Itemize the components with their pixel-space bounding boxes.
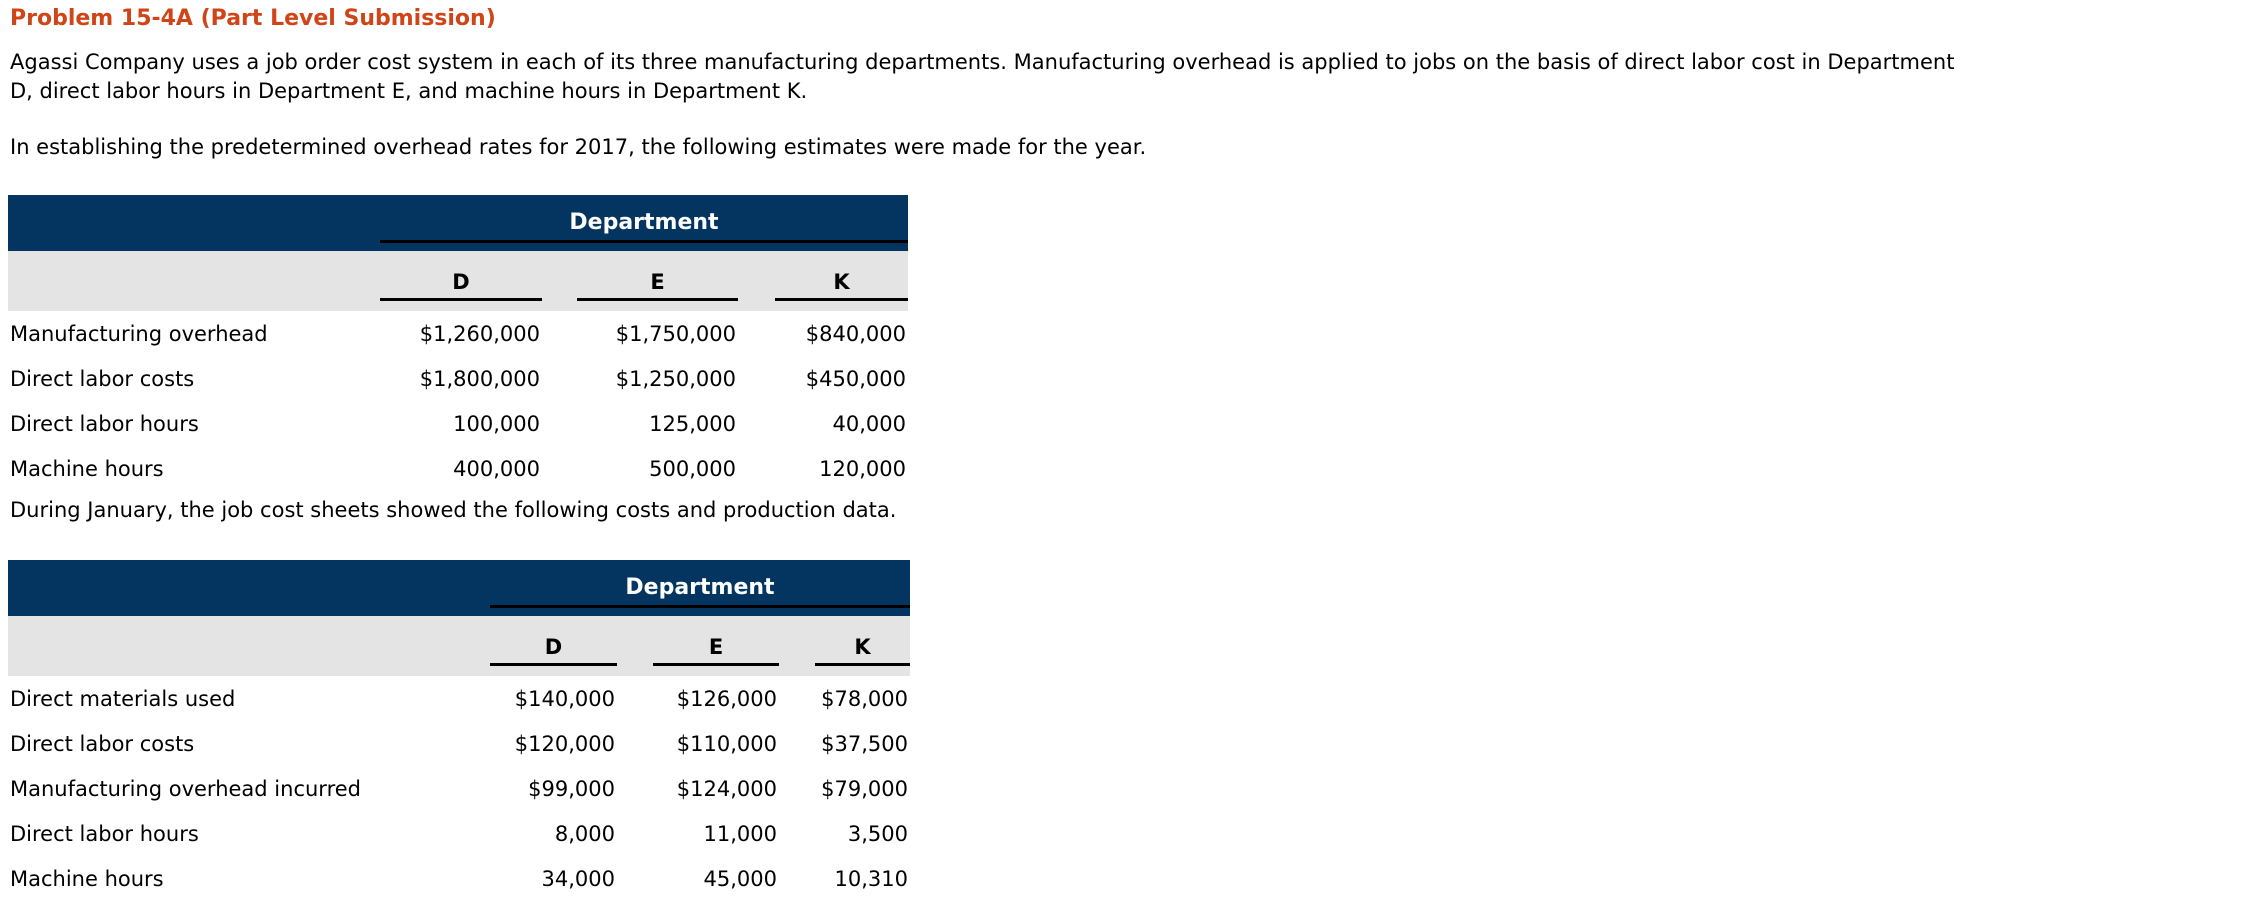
cell-value: 100,000 [380,401,542,446]
column-header-k: K [815,616,910,676]
row-label: Direct labor hours [8,401,380,446]
cell-value: $37,500 [815,721,910,766]
cell-value: 8,000 [490,811,617,856]
column-header-row: D E K [8,251,908,311]
column-header-spacer [8,616,490,676]
column-gap [779,676,815,721]
column-gap [738,401,775,446]
column-gap [617,766,653,811]
column-gap [542,251,577,311]
column-gap [617,676,653,721]
department-group-label: Department [380,210,908,243]
cell-value: 40,000 [775,401,908,446]
department-group-header: Department [380,195,908,251]
cell-value: 120,000 [775,446,908,491]
column-gap [542,356,577,401]
cell-value: $99,000 [490,766,617,811]
table-row: Machine hours 34,000 45,000 10,310 [8,856,910,901]
cell-value: $124,000 [653,766,779,811]
page-title: Problem 15-4A (Part Level Submission) [10,6,496,31]
column-gap [617,616,653,676]
row-label: Machine hours [8,446,380,491]
cell-value: $140,000 [490,676,617,721]
column-header-spacer [8,251,380,311]
column-gap [738,446,775,491]
cell-value: 400,000 [380,446,542,491]
row-label: Machine hours [8,856,490,901]
column-gap [779,616,815,676]
cell-value: 34,000 [490,856,617,901]
january-intro-paragraph: During January, the job cost sheets show… [10,498,897,522]
intro-paragraph: Agassi Company uses a job order cost sys… [10,48,1954,106]
group-header-spacer [8,195,380,251]
cell-value: $1,800,000 [380,356,542,401]
table-row: Manufacturing overhead incurred $99,000 $1… [8,766,910,811]
cell-value: 3,500 [815,811,910,856]
cell-value: 45,000 [653,856,779,901]
cell-value: $120,000 [490,721,617,766]
column-gap [738,251,775,311]
column-gap [617,856,653,901]
group-header-row: Department [8,195,908,251]
row-label: Direct labor hours [8,811,490,856]
intro-line-1: Agassi Company uses a job order cost sys… [10,50,1955,74]
row-label: Manufacturing overhead [8,311,380,356]
cell-value: $450,000 [775,356,908,401]
column-gap [779,766,815,811]
cell-value: 11,000 [653,811,779,856]
cell-value: $1,750,000 [577,311,738,356]
table-row: Direct labor hours 8,000 11,000 3,500 [8,811,910,856]
column-gap [542,311,577,356]
cell-value: $78,000 [815,676,910,721]
cell-value: 10,310 [815,856,910,901]
column-gap [617,811,653,856]
column-header-row: D E K [8,616,910,676]
column-gap [779,856,815,901]
cell-value: 125,000 [577,401,738,446]
table-row: Direct materials used $140,000 $126,000 $78… [8,676,910,721]
estimates-intro-paragraph: In establishing the predetermined overhe… [10,135,1147,159]
table-row: Manufacturing overhead $1,260,000 $1,750,0… [8,311,908,356]
cell-value: $110,000 [653,721,779,766]
department-group-header: Department [490,560,910,616]
estimates-table: Department D E K Manufacturing overhead $… [8,195,908,491]
january-cost-table: Department D E K Direct materials used $1… [8,560,910,901]
table-row: Direct labor costs $120,000 $110,000 $37,50… [8,721,910,766]
intro-line-2: D, direct labor hours in Department E, a… [10,79,808,103]
column-gap [779,721,815,766]
column-header-e: E [577,251,738,311]
cell-value: $1,250,000 [577,356,738,401]
group-header-spacer [8,560,490,616]
cell-value: 500,000 [577,446,738,491]
column-gap [542,401,577,446]
column-gap [779,811,815,856]
cell-value: $840,000 [775,311,908,356]
column-header-d: D [490,616,617,676]
column-gap [738,311,775,356]
department-group-label: Department [490,575,910,608]
column-gap [617,721,653,766]
table-row: Direct labor costs $1,800,000 $1,250,000 $4… [8,356,908,401]
column-header-e: E [653,616,779,676]
group-header-row: Department [8,560,910,616]
cell-value: $126,000 [653,676,779,721]
column-header-k: K [775,251,908,311]
row-label: Direct labor costs [8,721,490,766]
row-label: Direct labor costs [8,356,380,401]
table-row: Machine hours 400,000 500,000 120,000 [8,446,908,491]
row-label: Direct materials used [8,676,490,721]
column-gap [542,446,577,491]
table-row: Direct labor hours 100,000 125,000 40,000 [8,401,908,446]
column-header-d: D [380,251,542,311]
row-label: Manufacturing overhead incurred [8,766,490,811]
column-gap [738,356,775,401]
cell-value: $1,260,000 [380,311,542,356]
cell-value: $79,000 [815,766,910,811]
